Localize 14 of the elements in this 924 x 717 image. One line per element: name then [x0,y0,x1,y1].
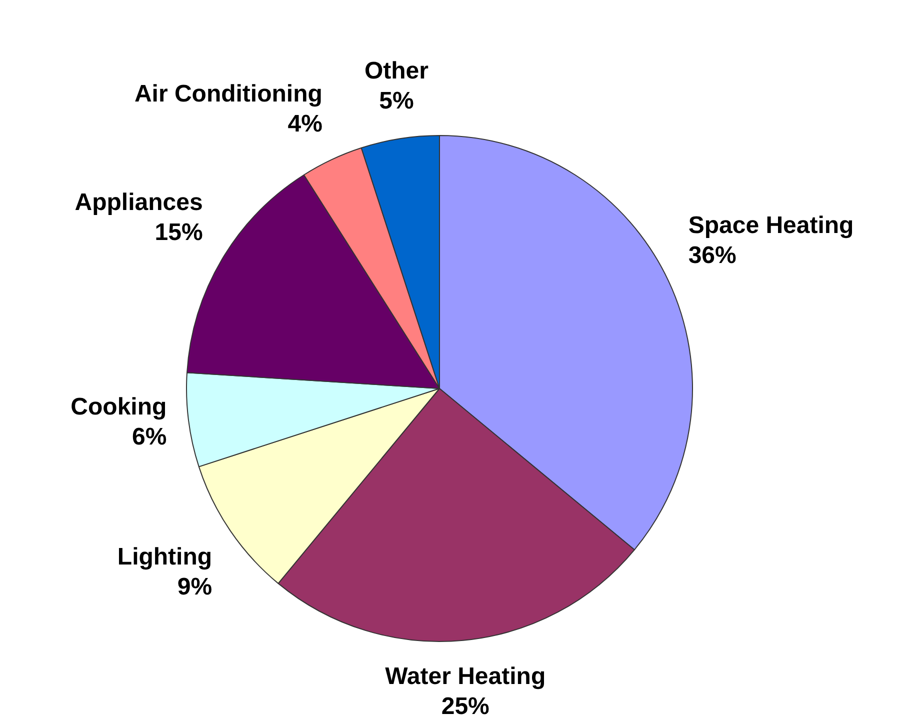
slice-label: Lighting [117,544,212,571]
data-label: 6% [132,424,167,451]
data-label: 9% [177,574,212,601]
data-label: 36% [688,242,736,270]
slice-label: Appliances [74,189,203,216]
slice-label: Space Heating [688,212,854,240]
data-label: 4% [288,110,322,138]
slice-label: Cooking [70,394,167,421]
data-label: 15% [154,219,203,246]
slice-label: Other [364,58,428,85]
slice-label: Water Heating [385,662,546,690]
data-label: 5% [379,88,414,115]
slice-label: Air Conditioning [134,80,322,108]
data-label: 25% [441,692,490,717]
